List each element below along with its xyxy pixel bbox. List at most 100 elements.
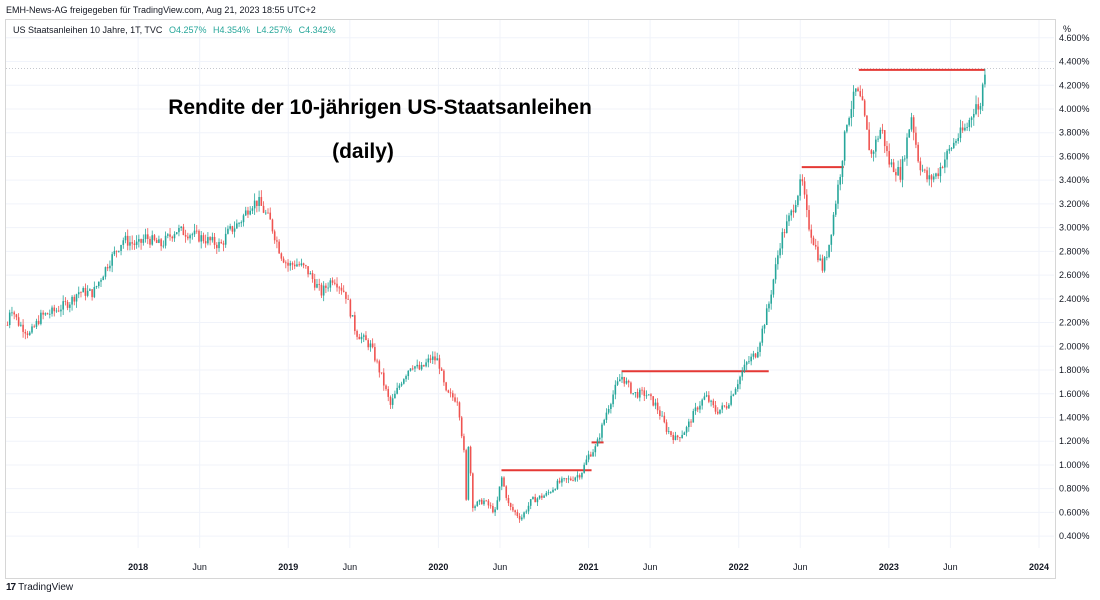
- candle: [630, 381, 632, 395]
- candle: [574, 476, 577, 482]
- candle: [180, 225, 182, 231]
- candle: [828, 244, 830, 259]
- y-tick-label: 4.000%: [1059, 104, 1090, 114]
- candle: [690, 419, 692, 427]
- candle: [331, 277, 334, 286]
- candle: [525, 509, 528, 514]
- candle: [202, 232, 205, 244]
- candle: [465, 448, 467, 501]
- candle: [549, 491, 552, 494]
- candle: [623, 376, 626, 387]
- candle: [11, 306, 13, 317]
- candle: [280, 252, 283, 261]
- candle: [320, 282, 323, 299]
- candle: [870, 148, 873, 158]
- candle: [115, 250, 118, 258]
- candle: [699, 401, 701, 414]
- x-tick-label: 2019: [278, 562, 298, 572]
- candle: [895, 168, 897, 182]
- y-tick-label: 1.600%: [1059, 389, 1090, 399]
- candle: [260, 190, 263, 207]
- candle: [641, 386, 643, 395]
- candle: [425, 358, 427, 368]
- candle: [293, 260, 296, 270]
- candle: [959, 119, 962, 143]
- candle: [841, 160, 844, 185]
- tradingview-branding[interactable]: 17 TradingView: [6, 582, 73, 593]
- candle: [472, 472, 474, 512]
- candle: [754, 352, 757, 359]
- candle: [852, 85, 855, 118]
- candle: [618, 374, 621, 382]
- candle: [632, 392, 634, 396]
- candle: [875, 135, 877, 158]
- candle: [906, 133, 908, 166]
- symbol-legend[interactable]: US Staatsanleihen 10 Jahre, 1T, TVC O4.2…: [13, 25, 336, 35]
- candle: [741, 367, 744, 381]
- candle: [476, 500, 479, 507]
- candle: [360, 332, 363, 344]
- candle: [872, 150, 875, 162]
- y-tick-label: 2.200%: [1059, 318, 1090, 328]
- candle: [627, 379, 630, 388]
- candle: [182, 223, 185, 236]
- candle: [256, 200, 258, 213]
- candle: [6, 321, 9, 326]
- candle: [752, 350, 755, 360]
- candle: [692, 408, 695, 423]
- candle: [62, 295, 64, 316]
- x-tick-label: 2024: [1029, 562, 1049, 572]
- candle: [507, 494, 510, 507]
- candle: [478, 499, 481, 505]
- candle: [175, 232, 178, 235]
- candle: [563, 477, 565, 482]
- chart-frame[interactable]: [5, 19, 1056, 579]
- candle: [13, 310, 15, 320]
- candle: [496, 496, 499, 511]
- candle: [774, 257, 777, 284]
- candle: [447, 389, 450, 394]
- candle: [552, 487, 554, 493]
- y-tick-label: 3.200%: [1059, 199, 1090, 209]
- candle: [745, 360, 748, 371]
- candle: [708, 391, 710, 404]
- candle: [22, 319, 24, 338]
- candle: [349, 298, 352, 319]
- candle: [612, 390, 614, 408]
- candle: [64, 297, 67, 306]
- time-axis: 2018 Jun 2019 Jun 2020 Jun 2021 Jun 2022 Jun 2023 J…: [128, 562, 1049, 572]
- y-tick-label: 2.000%: [1059, 341, 1090, 351]
- candle: [311, 270, 314, 283]
- candle: [396, 382, 398, 395]
- candle: [614, 380, 617, 400]
- axis-unit-button[interactable]: %: [1062, 24, 1071, 34]
- candle: [859, 85, 862, 98]
- candle: [33, 324, 36, 328]
- candle: [926, 166, 928, 183]
- candle: [973, 108, 975, 126]
- candle: [654, 398, 657, 410]
- candle: [333, 279, 336, 286]
- candle: [445, 381, 447, 392]
- tradingview-brand-text: TradingView: [18, 582, 74, 593]
- candle: [431, 351, 434, 364]
- candle: [438, 354, 441, 375]
- candle: [837, 179, 839, 209]
- candle: [509, 502, 512, 511]
- candle: [325, 283, 327, 294]
- candle: [585, 455, 588, 466]
- candle: [663, 412, 666, 424]
- candle: [639, 387, 641, 402]
- candle: [449, 388, 452, 398]
- candle: [883, 129, 886, 153]
- candle: [601, 422, 603, 442]
- candle: [51, 305, 53, 317]
- candle: [313, 273, 316, 291]
- candle: [91, 289, 93, 301]
- candle: [656, 398, 659, 415]
- candle: [543, 494, 545, 498]
- candle: [269, 207, 272, 220]
- candle: [106, 263, 109, 272]
- candle: [975, 95, 977, 116]
